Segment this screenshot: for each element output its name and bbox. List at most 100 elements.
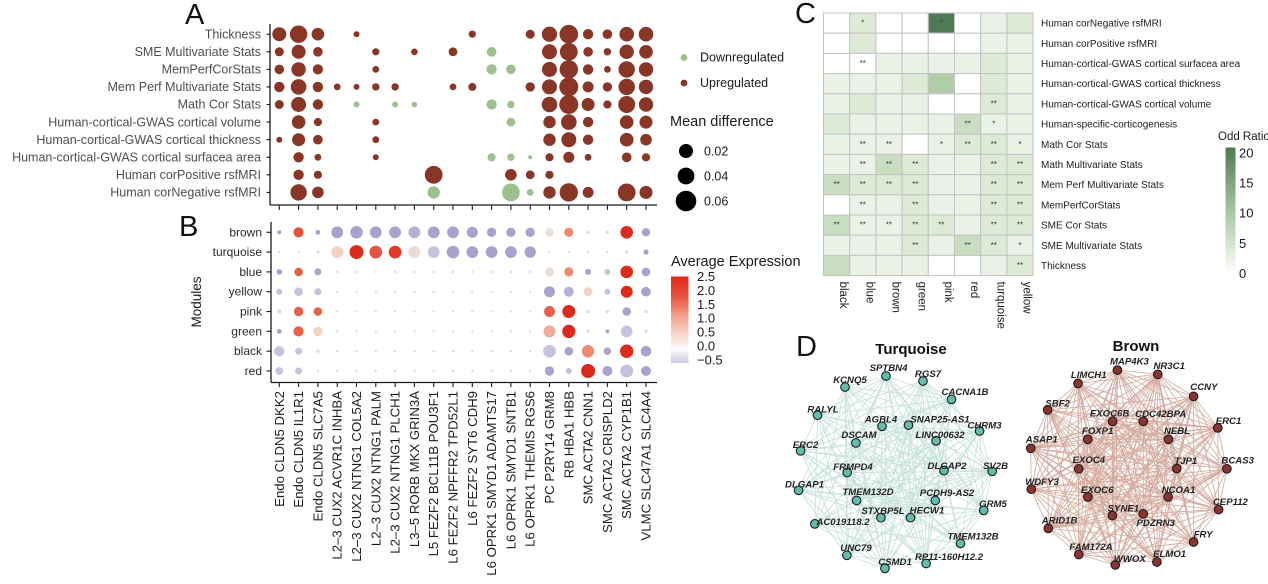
svg-text:**: ** bbox=[1017, 160, 1023, 169]
svg-text:*: * bbox=[1018, 241, 1021, 250]
svg-text:**: ** bbox=[991, 180, 997, 189]
svg-text:UNC79: UNC79 bbox=[840, 543, 872, 554]
svg-text:SME Multivariate Stats: SME Multivariate Stats bbox=[135, 45, 261, 59]
svg-text:TMEM132B: TMEM132B bbox=[947, 532, 998, 543]
svg-text:Brown: Brown bbox=[1113, 338, 1160, 355]
svg-text:Downregulated: Downregulated bbox=[700, 51, 784, 65]
svg-text:**: ** bbox=[860, 180, 866, 189]
svg-text:**: ** bbox=[991, 200, 997, 209]
svg-text:pink: pink bbox=[240, 305, 263, 319]
svg-text:DLGAP2: DLGAP2 bbox=[928, 461, 968, 472]
svg-text:LIMCH1: LIMCH1 bbox=[1071, 370, 1107, 381]
svg-text:FRY: FRY bbox=[1194, 530, 1215, 541]
svg-text:**: ** bbox=[1017, 180, 1023, 189]
svg-text:**: ** bbox=[912, 221, 918, 230]
svg-text:Thickness: Thickness bbox=[1041, 261, 1086, 272]
svg-text:**: ** bbox=[991, 99, 997, 108]
svg-text:**: ** bbox=[886, 160, 892, 169]
svg-text:Human-cortical-GWAS cortical v: Human-cortical-GWAS cortical volume bbox=[1041, 99, 1212, 110]
svg-text:**: ** bbox=[1017, 221, 1023, 230]
svg-text:ARID1B: ARID1B bbox=[1041, 516, 1078, 527]
svg-text:FOXP1: FOXP1 bbox=[1082, 426, 1113, 437]
svg-text:SYNE1: SYNE1 bbox=[1108, 504, 1139, 515]
svg-text:Math Cor Stats: Math Cor Stats bbox=[1041, 140, 1108, 151]
svg-text:green: green bbox=[916, 282, 928, 311]
svg-text:BCAS3: BCAS3 bbox=[1221, 456, 1254, 467]
svg-text:Upregulated: Upregulated bbox=[700, 76, 768, 90]
svg-text:**: ** bbox=[938, 221, 944, 230]
svg-text:2.5: 2.5 bbox=[697, 269, 715, 284]
svg-text:Odd Ratio: Odd Ratio bbox=[1218, 131, 1268, 143]
svg-text:SME Cor Stats: SME Cor Stats bbox=[1041, 221, 1107, 232]
svg-text:**: ** bbox=[860, 200, 866, 209]
svg-text:Thickness: Thickness bbox=[205, 27, 261, 41]
svg-text:black: black bbox=[837, 282, 849, 309]
svg-text:Human-specific-corticogenesis: Human-specific-corticogenesis bbox=[1041, 120, 1177, 131]
svg-text:*: * bbox=[1018, 140, 1021, 149]
svg-text:0.5: 0.5 bbox=[697, 325, 715, 340]
svg-text:Human-cortical-GWAS cortical t: Human-cortical-GWAS cortical thickness bbox=[1041, 79, 1221, 90]
svg-text:**: ** bbox=[860, 160, 866, 169]
svg-text:**: ** bbox=[964, 120, 970, 129]
svg-text:EXOC6: EXOC6 bbox=[1081, 485, 1114, 496]
svg-text:Endo CLDN5 DKK2: Endo CLDN5 DKK2 bbox=[272, 391, 287, 507]
svg-text:ERC2: ERC2 bbox=[793, 440, 819, 451]
svg-text:red: red bbox=[245, 364, 262, 378]
svg-text:**: ** bbox=[886, 221, 892, 230]
svg-text:L2–3 CUX2 NTNG1 COL5A2: L2–3 CUX2 NTNG1 COL5A2 bbox=[349, 391, 364, 562]
svg-text:turquoise: turquoise bbox=[994, 282, 1006, 329]
svg-text:AGBL4: AGBL4 bbox=[864, 415, 898, 426]
svg-text:**: ** bbox=[912, 241, 918, 250]
svg-text:**: ** bbox=[964, 241, 970, 250]
svg-text:AC019118.2: AC019118.2 bbox=[815, 517, 870, 528]
svg-text:TJP1: TJP1 bbox=[1174, 456, 1197, 467]
svg-text:L6 OPRK1 SMYD1 SNTB1: L6 OPRK1 SMYD1 SNTB1 bbox=[503, 391, 518, 549]
svg-text:Math Cor Stats: Math Cor Stats bbox=[178, 98, 261, 112]
svg-text:DLGAP1: DLGAP1 bbox=[785, 480, 824, 491]
svg-text:10: 10 bbox=[1239, 206, 1253, 221]
svg-text:**: ** bbox=[886, 180, 892, 189]
svg-text:**: ** bbox=[991, 140, 997, 149]
svg-text:*: * bbox=[992, 120, 995, 129]
svg-text:ERC1: ERC1 bbox=[1216, 416, 1242, 427]
svg-text:blue: blue bbox=[863, 282, 875, 304]
svg-text:1.0: 1.0 bbox=[697, 311, 715, 326]
svg-text:SME Multivariate Stats: SME Multivariate Stats bbox=[1041, 241, 1142, 252]
svg-text:Human corPositive rsfMRI: Human corPositive rsfMRI bbox=[116, 168, 261, 182]
svg-text:**: ** bbox=[991, 241, 997, 250]
svg-text:Turquoise: Turquoise bbox=[875, 341, 946, 358]
svg-text:MemPerfCorStats: MemPerfCorStats bbox=[162, 63, 261, 77]
svg-text:yellow: yellow bbox=[1021, 282, 1033, 315]
svg-text:Human-cortical-GWAS cortical v: Human-cortical-GWAS cortical volume bbox=[48, 115, 261, 129]
svg-text:SV2B: SV2B bbox=[983, 461, 1008, 472]
svg-text:**: ** bbox=[964, 140, 970, 149]
svg-text:NEBL: NEBL bbox=[1164, 426, 1190, 437]
svg-text:CEP112: CEP112 bbox=[1213, 497, 1249, 508]
svg-text:Human corPositive rsfMRI: Human corPositive rsfMRI bbox=[1041, 39, 1157, 50]
svg-text:turquoise: turquoise bbox=[213, 245, 263, 259]
svg-text:SMC ACTA2 CNN1: SMC ACTA2 CNN1 bbox=[581, 391, 596, 504]
svg-text:C: C bbox=[795, 0, 816, 30]
svg-text:L2–3 CUX2 NTNG1 PALM: L2–3 CUX2 NTNG1 PALM bbox=[368, 391, 383, 546]
svg-text:CHRM3: CHRM3 bbox=[967, 421, 1002, 432]
svg-text:HECW1: HECW1 bbox=[910, 506, 945, 517]
svg-text:0.0: 0.0 bbox=[697, 339, 715, 354]
svg-text:brown: brown bbox=[890, 282, 902, 313]
svg-text:**: ** bbox=[886, 140, 892, 149]
svg-text:D: D bbox=[796, 331, 817, 363]
svg-text:blue: blue bbox=[239, 265, 262, 279]
svg-text:CDC42BPA: CDC42BPA bbox=[1135, 409, 1186, 420]
svg-text:GRM5: GRM5 bbox=[979, 499, 1007, 510]
svg-text:*: * bbox=[940, 19, 943, 28]
svg-text:Human-cortical-GWAS cortical s: Human-cortical-GWAS cortical surfacea ar… bbox=[12, 150, 261, 164]
svg-text:L6 OPRK1 SMYD1 ADAMTS17: L6 OPRK1 SMYD1 ADAMTS17 bbox=[484, 391, 499, 576]
svg-text:red: red bbox=[968, 282, 980, 299]
svg-text:15: 15 bbox=[1239, 176, 1253, 191]
svg-text:pink: pink bbox=[942, 282, 954, 303]
svg-text:ELMO1: ELMO1 bbox=[1153, 549, 1186, 560]
svg-text:L2–3 CUX2 NTNG1 PLCH1: L2–3 CUX2 NTNG1 PLCH1 bbox=[388, 391, 403, 554]
svg-text:Human-cortical-GWAS cortical s: Human-cortical-GWAS cortical surfacea ar… bbox=[1041, 59, 1241, 70]
svg-text:TMEM132D: TMEM132D bbox=[842, 487, 893, 498]
svg-text:**: ** bbox=[1017, 200, 1023, 209]
svg-text:NR3C1: NR3C1 bbox=[1153, 361, 1184, 372]
